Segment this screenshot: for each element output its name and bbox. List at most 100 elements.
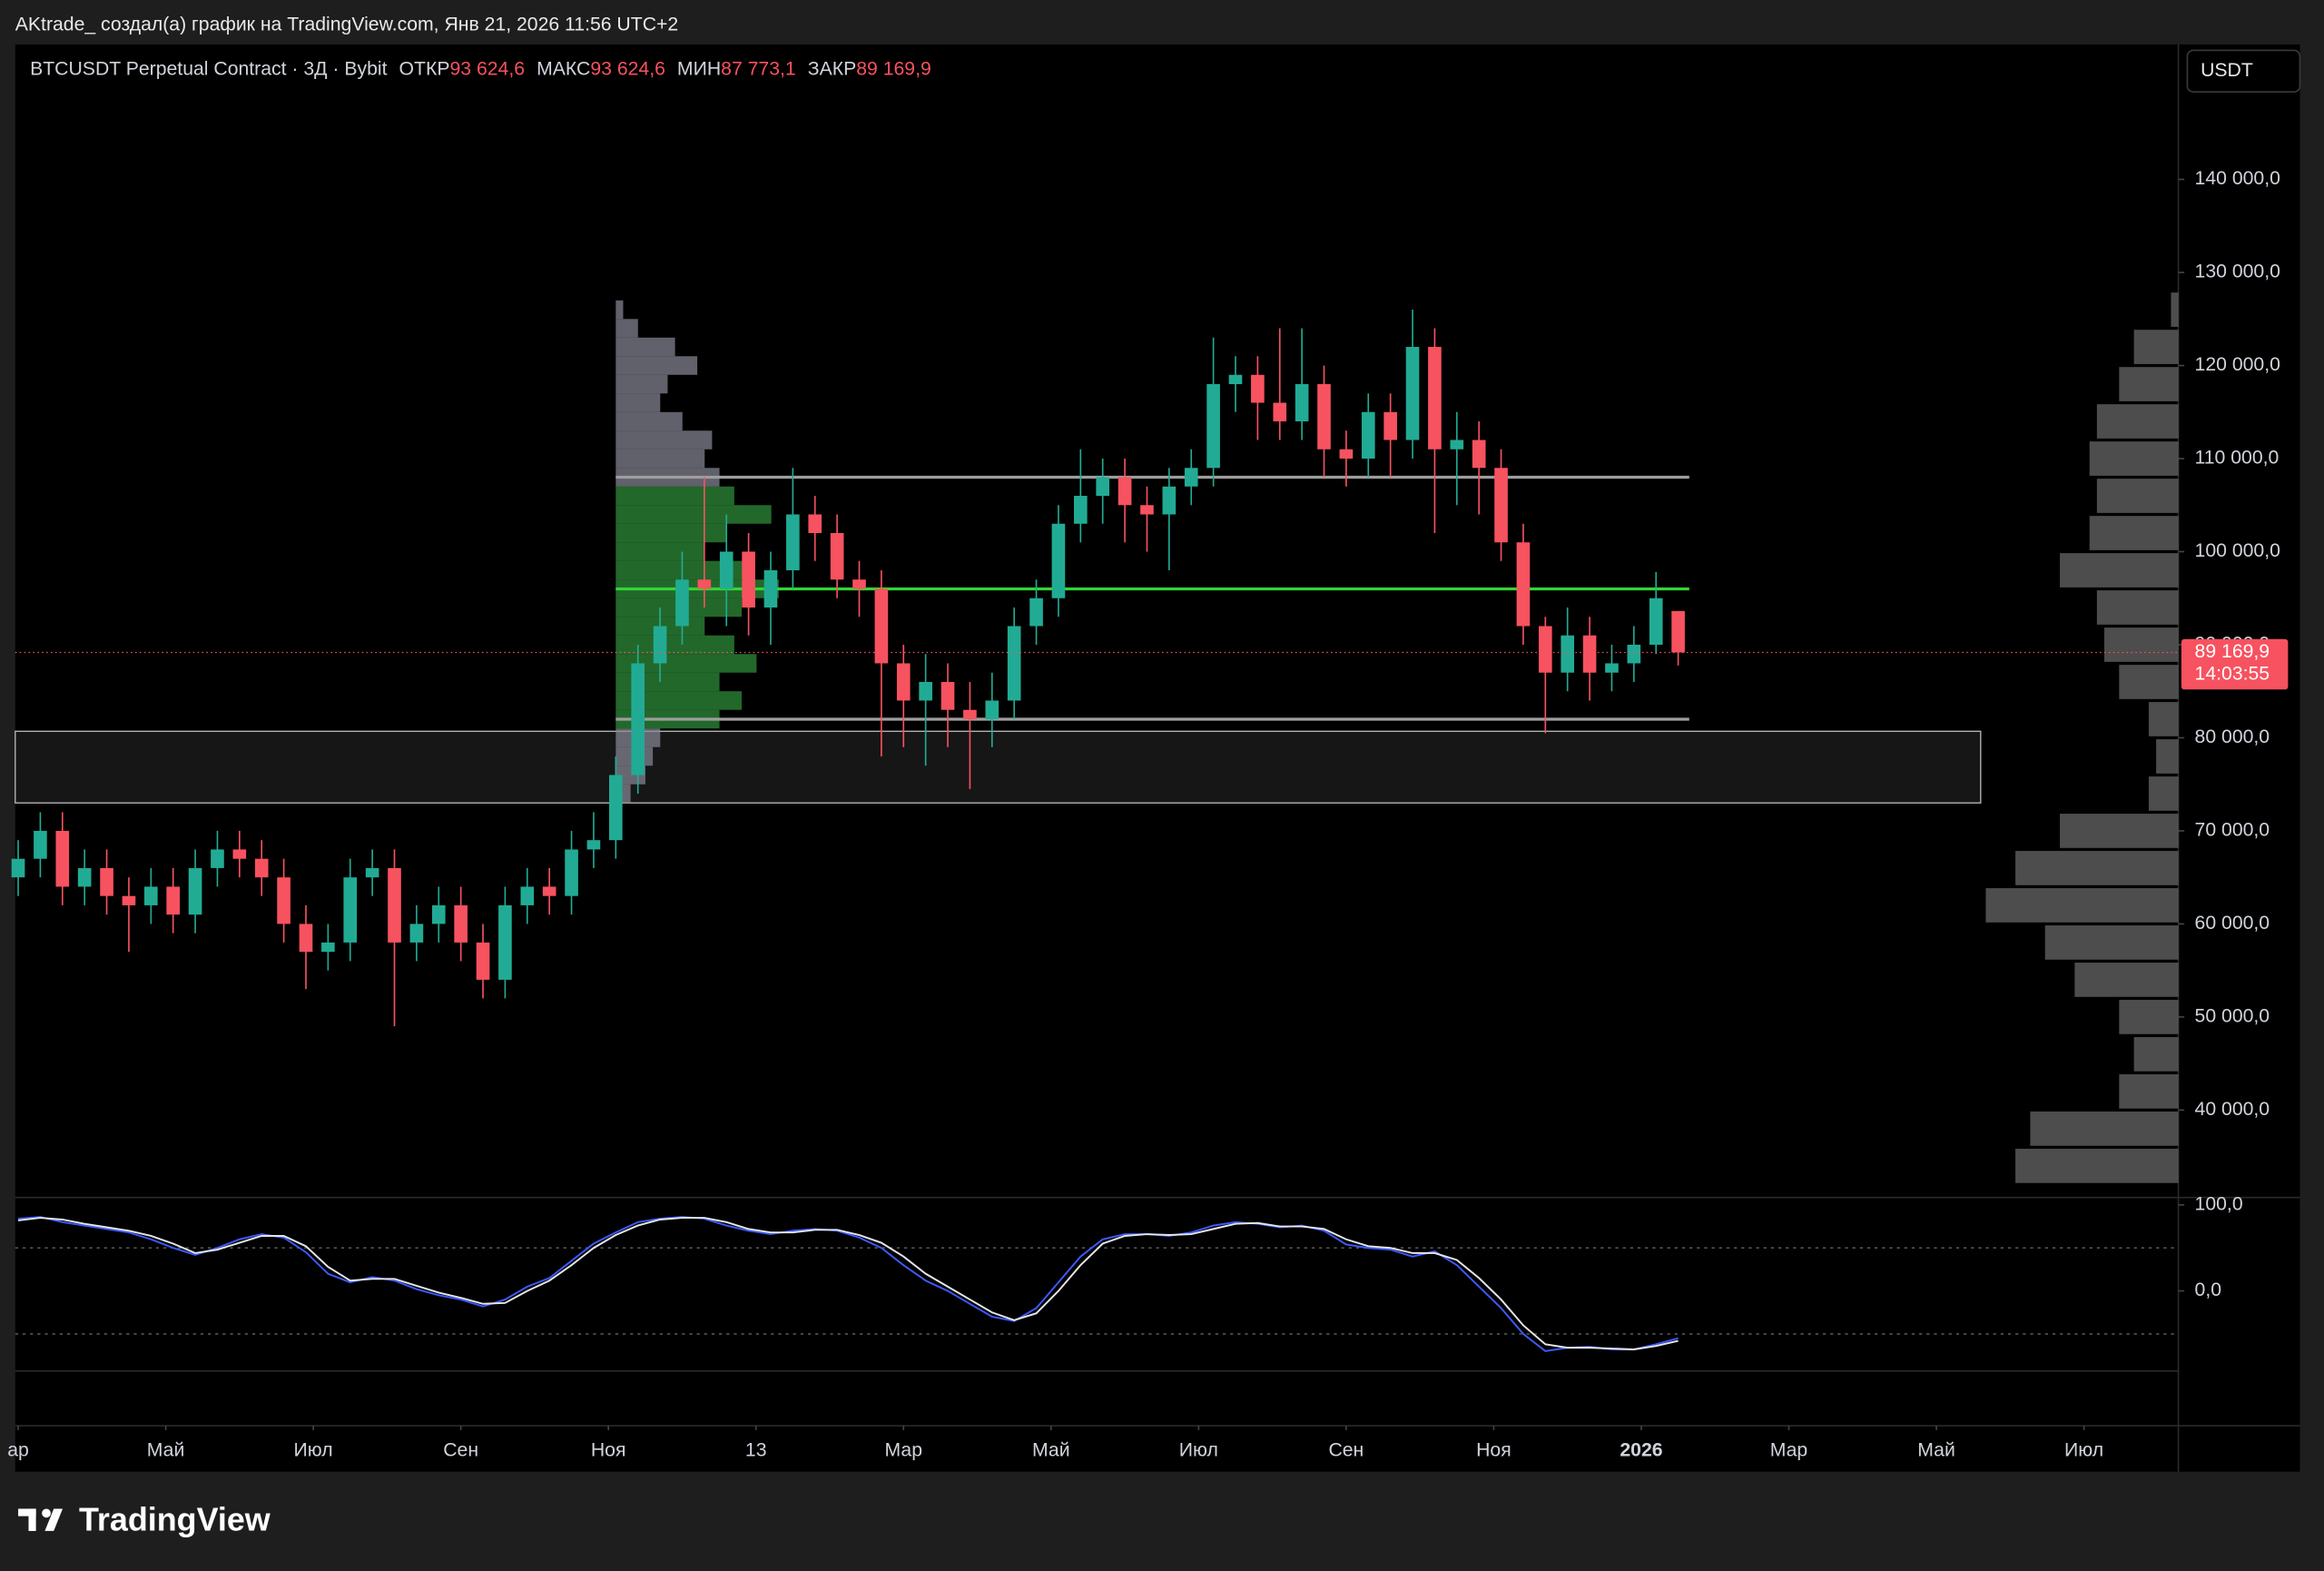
candle-body <box>719 551 734 589</box>
candle-body <box>232 849 247 859</box>
x-tick-label: Мар <box>1770 1439 1808 1460</box>
currency-label: USDT <box>2201 60 2253 81</box>
candle-body <box>77 867 92 887</box>
x-tick-label: Май <box>147 1439 185 1460</box>
profile-bar <box>615 654 757 673</box>
y-tick-label: 60 000,0 <box>2195 913 2270 934</box>
profile-bar <box>615 505 772 524</box>
profile-bar <box>2171 292 2179 327</box>
countdown-label: 14:03:55 <box>2195 664 2270 685</box>
oscillator-line <box>17 1216 1679 1352</box>
profile-bar <box>1985 888 2179 923</box>
candle-body <box>1251 374 1265 403</box>
last-price-label: 89 169,9 <box>2195 641 2270 662</box>
candle-body <box>1538 626 1552 673</box>
legend-key: МИН <box>677 58 721 79</box>
candle-body <box>122 895 136 905</box>
profile-bar <box>615 523 727 543</box>
candle-body <box>166 886 181 915</box>
profile-bar <box>615 374 668 394</box>
profile-bar <box>2030 1112 2179 1146</box>
candle-body <box>454 904 468 943</box>
candle-body <box>1361 411 1375 459</box>
profile-bar <box>615 430 713 450</box>
candle-body <box>874 588 889 664</box>
candle-body <box>1162 486 1177 515</box>
profile-bar <box>2096 404 2179 439</box>
profile-bar <box>2074 963 2179 997</box>
candle-body <box>11 858 25 878</box>
candle-body <box>498 904 512 980</box>
logo-part <box>42 1508 51 1518</box>
candle-body <box>520 886 535 905</box>
x-tick-label: 13 <box>745 1439 767 1460</box>
candle-body <box>675 579 689 627</box>
candle-body <box>277 877 290 924</box>
candle-body <box>1450 440 1464 450</box>
y-tick-label: 50 000,0 <box>2195 1006 2270 1027</box>
x-tick-label: Июл <box>2064 1439 2103 1460</box>
profile-bar <box>2133 1037 2179 1072</box>
candle-body <box>631 663 645 776</box>
legend: BTCUSDT Perpetual Contract · 3Д · Bybit О… <box>30 58 931 79</box>
candle-body <box>476 942 490 980</box>
profile-bar <box>2015 1149 2179 1183</box>
logo-part <box>18 1508 36 1517</box>
candle-body <box>1384 411 1397 440</box>
candle-body <box>143 886 158 905</box>
profile-bar <box>2096 590 2179 625</box>
profile-bar <box>2060 814 2179 848</box>
candle-body <box>852 579 866 589</box>
candle-body <box>1339 449 1354 459</box>
profile-bar <box>2060 553 2179 588</box>
candle-body <box>1228 374 1243 385</box>
legend-value: 93 624,6 <box>450 58 526 79</box>
candle-body <box>940 681 955 710</box>
candle-body <box>1627 644 1641 664</box>
profile-bar <box>2119 367 2179 401</box>
x-tick-label: Май <box>1917 1439 1955 1460</box>
candle-body <box>254 858 269 878</box>
candle-body <box>1516 542 1531 627</box>
x-tick-label: Ноя <box>1476 1439 1512 1460</box>
x-tick-label: ар <box>7 1439 29 1460</box>
candle-body <box>431 904 446 924</box>
profile-bar <box>2104 627 2179 662</box>
y-tick-label: 40 000,0 <box>2195 1099 2270 1120</box>
profile-bar <box>615 635 734 655</box>
candle-body <box>211 849 224 868</box>
x-tick-label: 2026 <box>1620 1439 1662 1460</box>
symbol-title: BTCUSDT Perpetual Contract · 3Д · Bybit <box>30 58 388 79</box>
candle-body <box>786 514 800 570</box>
candle-body <box>653 626 667 664</box>
candle-body <box>1140 505 1154 515</box>
y-tick-label: 100,0 <box>2195 1193 2243 1214</box>
profile-bar <box>2089 441 2179 476</box>
candle-body <box>34 830 47 859</box>
legend-value: 87 773,1 <box>721 58 796 79</box>
candle-body <box>1096 477 1110 497</box>
candle-body <box>742 551 755 608</box>
candle-body <box>1605 663 1619 673</box>
candle-body <box>1582 635 1597 673</box>
candle-body <box>1671 610 1685 653</box>
profile-bar <box>2119 1000 2179 1034</box>
logo-part <box>28 1508 36 1531</box>
candle-body <box>586 840 601 850</box>
profile-bar <box>2156 739 2179 774</box>
candle-body <box>697 579 712 589</box>
legend-key: ЗАКР <box>808 58 856 79</box>
x-tick-label: Мар <box>885 1439 922 1460</box>
y-tick-label: 80 000,0 <box>2195 726 2270 747</box>
logo-part <box>44 1508 63 1531</box>
profile-bar <box>615 449 705 469</box>
logo-icon <box>18 1508 63 1531</box>
header-text: AKtrade_ создал(а) график на TradingView… <box>15 14 678 35</box>
currency-button[interactable] <box>2186 49 2301 94</box>
x-tick-label: Ноя <box>591 1439 626 1460</box>
candle-body <box>1273 402 1287 422</box>
candle-body <box>1494 468 1508 543</box>
candle-body <box>985 700 1000 719</box>
profile-bar <box>2119 1074 2179 1109</box>
